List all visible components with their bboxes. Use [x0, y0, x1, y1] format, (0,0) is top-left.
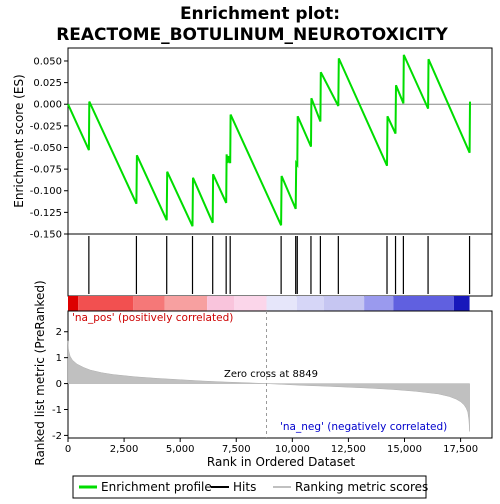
x-tick-label: 10,000: [275, 444, 310, 455]
na-neg-label: 'na_neg' (negatively correlated): [280, 421, 447, 433]
colorbar-segment: [164, 296, 208, 311]
enrichment-score-panel: 0.050 0.025 0.000 -0.025 -0.050 -0.075 -0.100 -…: [12, 47, 493, 241]
es-ytick-label: -0.050: [30, 143, 62, 154]
rank-panel-frame: [67, 310, 493, 439]
x-axis-label: Rank in Ordered Dataset: [207, 455, 355, 469]
legend-enrichment-label: Enrichment profile: [101, 480, 212, 494]
x-tick-label: 17,500: [443, 444, 478, 455]
colorbar-segment: [133, 296, 165, 311]
colorbar-segment: [78, 296, 134, 311]
x-tick-label: 0: [65, 444, 71, 455]
es-ytick-label: 0.000: [33, 100, 62, 111]
x-tick-label: 2,500: [110, 444, 139, 455]
enrichment-profile-line: [67, 54, 471, 227]
colorbar-segment: [207, 296, 235, 311]
rank-ytick-label: 2: [56, 327, 62, 338]
colorbar-segment: [234, 296, 267, 311]
rank-ytick-label: 1: [56, 353, 62, 364]
rank-ylabel: Ranked list metric (PreRanked): [33, 280, 47, 465]
legend-frame: [72, 475, 427, 499]
es-panel-frame: [67, 47, 493, 235]
colorbar-segment: [453, 296, 470, 311]
x-tick-label: 15,000: [387, 444, 422, 455]
ranking-metric-area: [67, 340, 470, 432]
hits-panel-frame: [67, 233, 493, 297]
colorbar-segment: [364, 296, 394, 311]
colorbar-segment: [68, 296, 79, 311]
rank-ytick-label: -2: [52, 431, 62, 442]
x-tick-label: 12,500: [331, 444, 366, 455]
ranking-metric-panel: 2 1 0 -1 -2 Zero cross at 8849 'na_pos' (pos…: [33, 280, 493, 466]
zero-cross-label: Zero cross at 8849: [224, 369, 318, 380]
colorbar-segment: [296, 296, 324, 311]
es-ytick-label: -0.150: [30, 230, 62, 241]
x-tick-label: 7,500: [222, 444, 251, 455]
hits-panel: [67, 233, 493, 297]
es-ytick-label: -0.100: [30, 186, 62, 197]
es-ytick-label: -0.075: [30, 165, 62, 176]
es-ytick-label: -0.125: [30, 208, 62, 219]
es-ytick-label: -0.025: [30, 121, 62, 132]
rank-ytick-label: 0: [56, 379, 62, 390]
colorbar-segment: [266, 296, 297, 311]
x-tick-label: 5,000: [166, 444, 195, 455]
legend: Enrichment profile Hits Ranking metric s…: [72, 475, 428, 499]
colorbar-segment: [323, 296, 365, 311]
na-pos-label: 'na_pos' (positively correlated): [72, 312, 233, 324]
es-ytick-label: 0.050: [33, 56, 62, 67]
legend-ranking-label: Ranking metric scores: [295, 480, 428, 494]
colorbar-segment: [393, 296, 454, 311]
ranking-colorbar: [68, 296, 470, 311]
es-ytick-label: 0.025: [33, 78, 62, 89]
plot-title-line1: Enrichment plot:: [180, 4, 340, 24]
plot-title-line2: REACTOME_BOTULINUM_NEUROTOXICITY: [56, 25, 448, 45]
legend-hits-label: Hits: [233, 480, 256, 494]
rank-ytick-label: -1: [52, 405, 62, 416]
es-ylabel: Enrichment score (ES): [12, 74, 26, 207]
